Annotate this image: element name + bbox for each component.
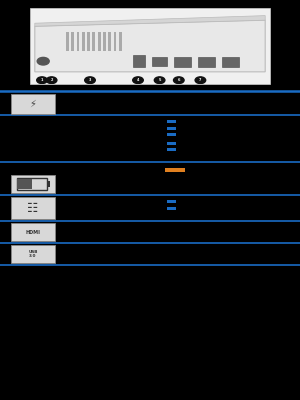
Bar [167,207,176,210]
Bar [167,148,176,151]
FancyBboxPatch shape [11,245,55,263]
Bar [165,168,184,172]
Text: HDMI: HDMI [26,230,40,234]
Bar [167,120,176,123]
FancyBboxPatch shape [11,175,55,193]
Bar [47,181,50,187]
Bar [167,200,176,203]
Bar [167,133,176,136]
Bar [30,8,270,84]
FancyBboxPatch shape [11,197,55,219]
Bar [17,179,32,189]
Bar [167,127,176,130]
Text: USB
3.0: USB 3.0 [28,250,38,258]
Text: ☷: ☷ [27,202,39,214]
Text: ⚡: ⚡ [30,99,36,109]
Bar [16,178,46,190]
Bar [167,142,176,145]
FancyBboxPatch shape [11,94,55,114]
FancyBboxPatch shape [11,223,55,241]
